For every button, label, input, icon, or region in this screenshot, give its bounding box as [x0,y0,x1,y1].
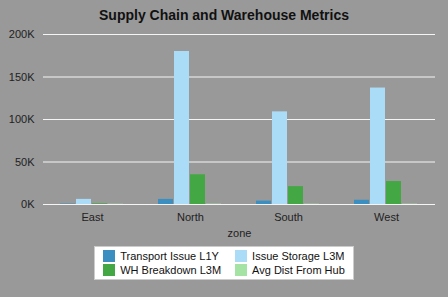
svg-text:150K: 150K [9,71,35,83]
html-text:Transport Issue L1Y: Transport Issue L1Y [120,250,219,262]
svg-text:zone: zone [228,227,252,239]
svg-text:East: East [81,211,103,223]
svg-text:100K: 100K [9,113,35,125]
svg-text:0K: 0K [21,198,35,210]
svg-text:North: North [177,211,204,223]
svg-text:50K: 50K [15,156,35,168]
svg-text:200K: 200K [9,28,35,40]
svg-text:West: West [374,211,399,223]
html-text:Supply Chain and Warehouse Met: Supply Chain and Warehouse Metrics [99,7,349,23]
html-text:Avg Dist From Hub: Avg Dist From Hub [252,264,345,276]
html-text:WH Breakdown L3M: WH Breakdown L3M [120,264,222,276]
svg-text:South: South [274,211,303,223]
html-text:Issue Storage L3M: Issue Storage L3M [252,250,345,262]
